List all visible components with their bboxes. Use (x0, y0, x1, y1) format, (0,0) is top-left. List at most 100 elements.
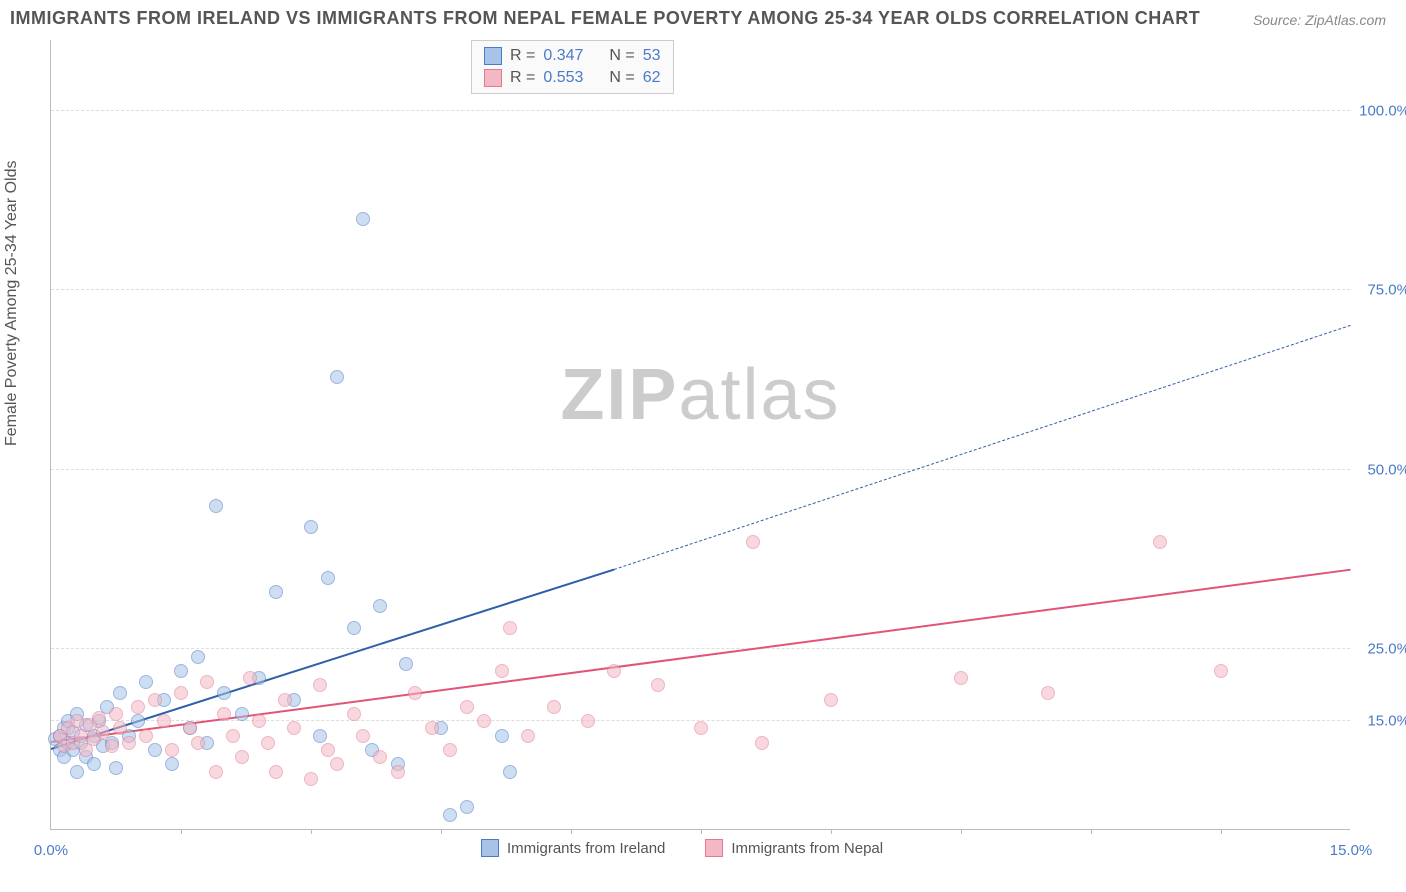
data-point (109, 707, 123, 721)
data-point (399, 657, 413, 671)
data-point (235, 707, 249, 721)
data-point (521, 729, 535, 743)
data-point (824, 693, 838, 707)
swatch-icon (484, 69, 502, 87)
legend-label: Immigrants from Ireland (507, 840, 665, 857)
data-point (460, 700, 474, 714)
swatch-icon (481, 839, 499, 857)
trend-line (614, 325, 1351, 570)
data-point (373, 599, 387, 613)
y-tick-label: 75.0% (1355, 282, 1406, 299)
data-point (174, 664, 188, 678)
data-point (304, 520, 318, 534)
data-point (373, 750, 387, 764)
r-label: R = (510, 67, 535, 89)
legend-item-ireland: Immigrants from Ireland (481, 839, 665, 857)
data-point (243, 671, 257, 685)
data-point (347, 621, 361, 635)
swatch-icon (705, 839, 723, 857)
data-point (157, 714, 171, 728)
x-tick-label: 15.0% (1330, 842, 1373, 859)
data-point (391, 765, 405, 779)
data-point (183, 721, 197, 735)
source-label: Source: ZipAtlas.com (1253, 12, 1386, 28)
data-point (191, 736, 205, 750)
data-point (495, 729, 509, 743)
data-point (165, 743, 179, 757)
data-point (321, 571, 335, 585)
x-tick-mark (831, 829, 832, 834)
data-point (503, 765, 517, 779)
data-point (113, 686, 127, 700)
data-point (92, 711, 106, 725)
n-label: N = (609, 45, 634, 67)
y-tick-label: 15.0% (1355, 713, 1406, 730)
data-point (269, 765, 283, 779)
data-point (209, 499, 223, 513)
data-point (356, 729, 370, 743)
data-point (105, 739, 119, 753)
swatch-icon (484, 47, 502, 65)
data-point (495, 664, 509, 678)
x-tick-mark (311, 829, 312, 834)
data-point (607, 664, 621, 678)
data-point (425, 721, 439, 735)
data-point (408, 686, 422, 700)
data-point (330, 757, 344, 771)
x-tick-mark (441, 829, 442, 834)
series-legend: Immigrants from Ireland Immigrants from … (481, 839, 883, 857)
data-point (746, 535, 760, 549)
data-point (503, 621, 517, 635)
data-point (226, 729, 240, 743)
data-point (347, 707, 361, 721)
data-point (148, 693, 162, 707)
y-tick-label: 50.0% (1355, 461, 1406, 478)
data-point (148, 743, 162, 757)
data-point (261, 736, 275, 750)
x-tick-mark (1221, 829, 1222, 834)
chart-title: IMMIGRANTS FROM IRELAND VS IMMIGRANTS FR… (10, 8, 1200, 29)
data-point (313, 678, 327, 692)
gridline (51, 289, 1350, 290)
scatter-plot-area: ZIPatlas R = 0.347 N = 53 R = 0.553 N = … (50, 40, 1350, 830)
n-label: N = (609, 67, 634, 89)
x-tick-mark (701, 829, 702, 834)
n-value: 62 (643, 67, 661, 89)
watermark: ZIPatlas (560, 354, 840, 436)
data-point (1214, 664, 1228, 678)
x-tick-mark (571, 829, 572, 834)
x-tick-mark (181, 829, 182, 834)
data-point (330, 370, 344, 384)
data-point (304, 772, 318, 786)
data-point (139, 729, 153, 743)
data-point (131, 700, 145, 714)
data-point (122, 736, 136, 750)
data-point (191, 650, 205, 664)
data-point (651, 678, 665, 692)
r-label: R = (510, 45, 535, 67)
data-point (70, 765, 84, 779)
data-point (70, 714, 84, 728)
correlation-legend: R = 0.347 N = 53 R = 0.553 N = 62 (471, 40, 674, 94)
n-value: 53 (643, 45, 661, 67)
gridline (51, 110, 1350, 111)
data-point (209, 765, 223, 779)
x-tick-label: 0.0% (34, 842, 68, 859)
legend-item-nepal: Immigrants from Nepal (705, 839, 883, 857)
data-point (131, 714, 145, 728)
legend-label: Immigrants from Nepal (731, 840, 883, 857)
y-axis-title: Female Poverty Among 25-34 Year Olds (3, 161, 21, 447)
data-point (278, 693, 292, 707)
legend-row-ireland: R = 0.347 N = 53 (484, 45, 661, 67)
r-value: 0.347 (543, 45, 583, 67)
data-point (460, 800, 474, 814)
x-tick-mark (961, 829, 962, 834)
data-point (954, 671, 968, 685)
data-point (217, 707, 231, 721)
data-point (287, 721, 301, 735)
data-point (477, 714, 491, 728)
data-point (443, 808, 457, 822)
data-point (109, 761, 123, 775)
data-point (96, 725, 110, 739)
legend-row-nepal: R = 0.553 N = 62 (484, 67, 661, 89)
